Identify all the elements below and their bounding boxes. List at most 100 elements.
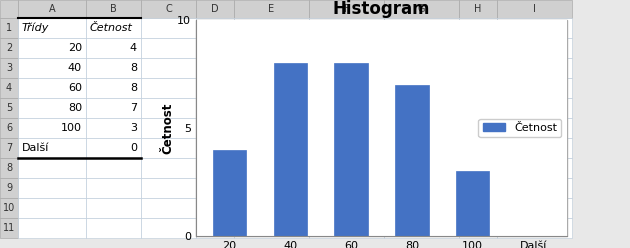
- Text: 7: 7: [130, 103, 137, 113]
- Bar: [384, 38, 459, 58]
- Bar: [384, 178, 459, 198]
- Bar: [0, 118, 18, 138]
- Bar: [384, 138, 459, 158]
- Bar: [309, 198, 384, 218]
- Text: 7: 7: [6, 143, 12, 153]
- Text: Četnost: Četnost: [90, 23, 133, 33]
- Y-axis label: Četnost: Četnost: [161, 102, 175, 154]
- Bar: [309, 178, 384, 198]
- Bar: [497, 98, 572, 118]
- Bar: [86, 0, 141, 18]
- Bar: [196, 18, 234, 38]
- Bar: [309, 0, 384, 18]
- Text: 4: 4: [6, 83, 12, 93]
- Bar: [234, 0, 309, 18]
- Text: 2: 2: [6, 43, 12, 53]
- Bar: [384, 0, 459, 18]
- Bar: [459, 78, 497, 98]
- Bar: [497, 0, 572, 18]
- Bar: [395, 85, 428, 236]
- Text: A: A: [49, 4, 55, 14]
- Bar: [384, 58, 459, 78]
- Bar: [18, 178, 86, 198]
- Text: 40: 40: [68, 63, 82, 73]
- Text: 3: 3: [130, 123, 137, 133]
- Bar: [497, 138, 572, 158]
- Bar: [86, 98, 141, 118]
- Bar: [0, 0, 18, 18]
- Text: 3: 3: [6, 63, 12, 73]
- Bar: [384, 198, 459, 218]
- Title: Histogram: Histogram: [333, 0, 430, 18]
- Text: 1: 1: [6, 23, 12, 33]
- Bar: [0, 178, 18, 198]
- Text: 20: 20: [68, 43, 82, 53]
- Bar: [497, 198, 572, 218]
- Bar: [0, 78, 18, 98]
- Text: 8: 8: [130, 83, 137, 93]
- Bar: [196, 178, 234, 198]
- Bar: [456, 171, 490, 236]
- Bar: [234, 218, 309, 238]
- Bar: [196, 198, 234, 218]
- Text: 60: 60: [68, 83, 82, 93]
- Bar: [196, 0, 234, 18]
- Text: 80: 80: [68, 103, 82, 113]
- Bar: [384, 78, 459, 98]
- Bar: [86, 38, 141, 58]
- Bar: [459, 98, 497, 118]
- Bar: [141, 138, 196, 158]
- Bar: [141, 178, 196, 198]
- Bar: [86, 178, 141, 198]
- Bar: [497, 18, 572, 38]
- Bar: [196, 218, 234, 238]
- Bar: [86, 198, 141, 218]
- Bar: [18, 138, 86, 158]
- Bar: [234, 78, 309, 98]
- Bar: [196, 98, 234, 118]
- Text: D: D: [211, 4, 219, 14]
- Text: 8: 8: [6, 163, 12, 173]
- Text: 5: 5: [6, 103, 12, 113]
- Bar: [384, 18, 459, 38]
- Text: C: C: [165, 4, 172, 14]
- Bar: [86, 158, 141, 178]
- Text: 10: 10: [3, 203, 15, 213]
- Text: 8: 8: [130, 63, 137, 73]
- Bar: [141, 98, 196, 118]
- Text: 4: 4: [130, 43, 137, 53]
- Bar: [234, 198, 309, 218]
- Bar: [18, 78, 86, 98]
- Text: Třídy: Třídy: [22, 23, 49, 33]
- Bar: [234, 138, 309, 158]
- Bar: [335, 63, 368, 236]
- Bar: [0, 218, 18, 238]
- Text: H: H: [474, 4, 482, 14]
- Text: 9: 9: [6, 183, 12, 193]
- Bar: [459, 0, 497, 18]
- Bar: [384, 98, 459, 118]
- Text: B: B: [110, 4, 117, 14]
- Bar: [234, 158, 309, 178]
- Bar: [459, 18, 497, 38]
- Bar: [196, 118, 234, 138]
- Bar: [86, 78, 141, 98]
- Text: 100: 100: [61, 123, 82, 133]
- Bar: [141, 198, 196, 218]
- Bar: [0, 38, 18, 58]
- Bar: [196, 78, 234, 98]
- Text: I: I: [533, 4, 536, 14]
- Bar: [196, 158, 234, 178]
- Text: 0: 0: [130, 143, 137, 153]
- Bar: [459, 178, 497, 198]
- Bar: [459, 38, 497, 58]
- Bar: [0, 138, 18, 158]
- Bar: [497, 38, 572, 58]
- Bar: [309, 58, 384, 78]
- Bar: [234, 18, 309, 38]
- Bar: [86, 118, 141, 138]
- Bar: [141, 158, 196, 178]
- Bar: [497, 218, 572, 238]
- Bar: [196, 38, 234, 58]
- Bar: [18, 118, 86, 138]
